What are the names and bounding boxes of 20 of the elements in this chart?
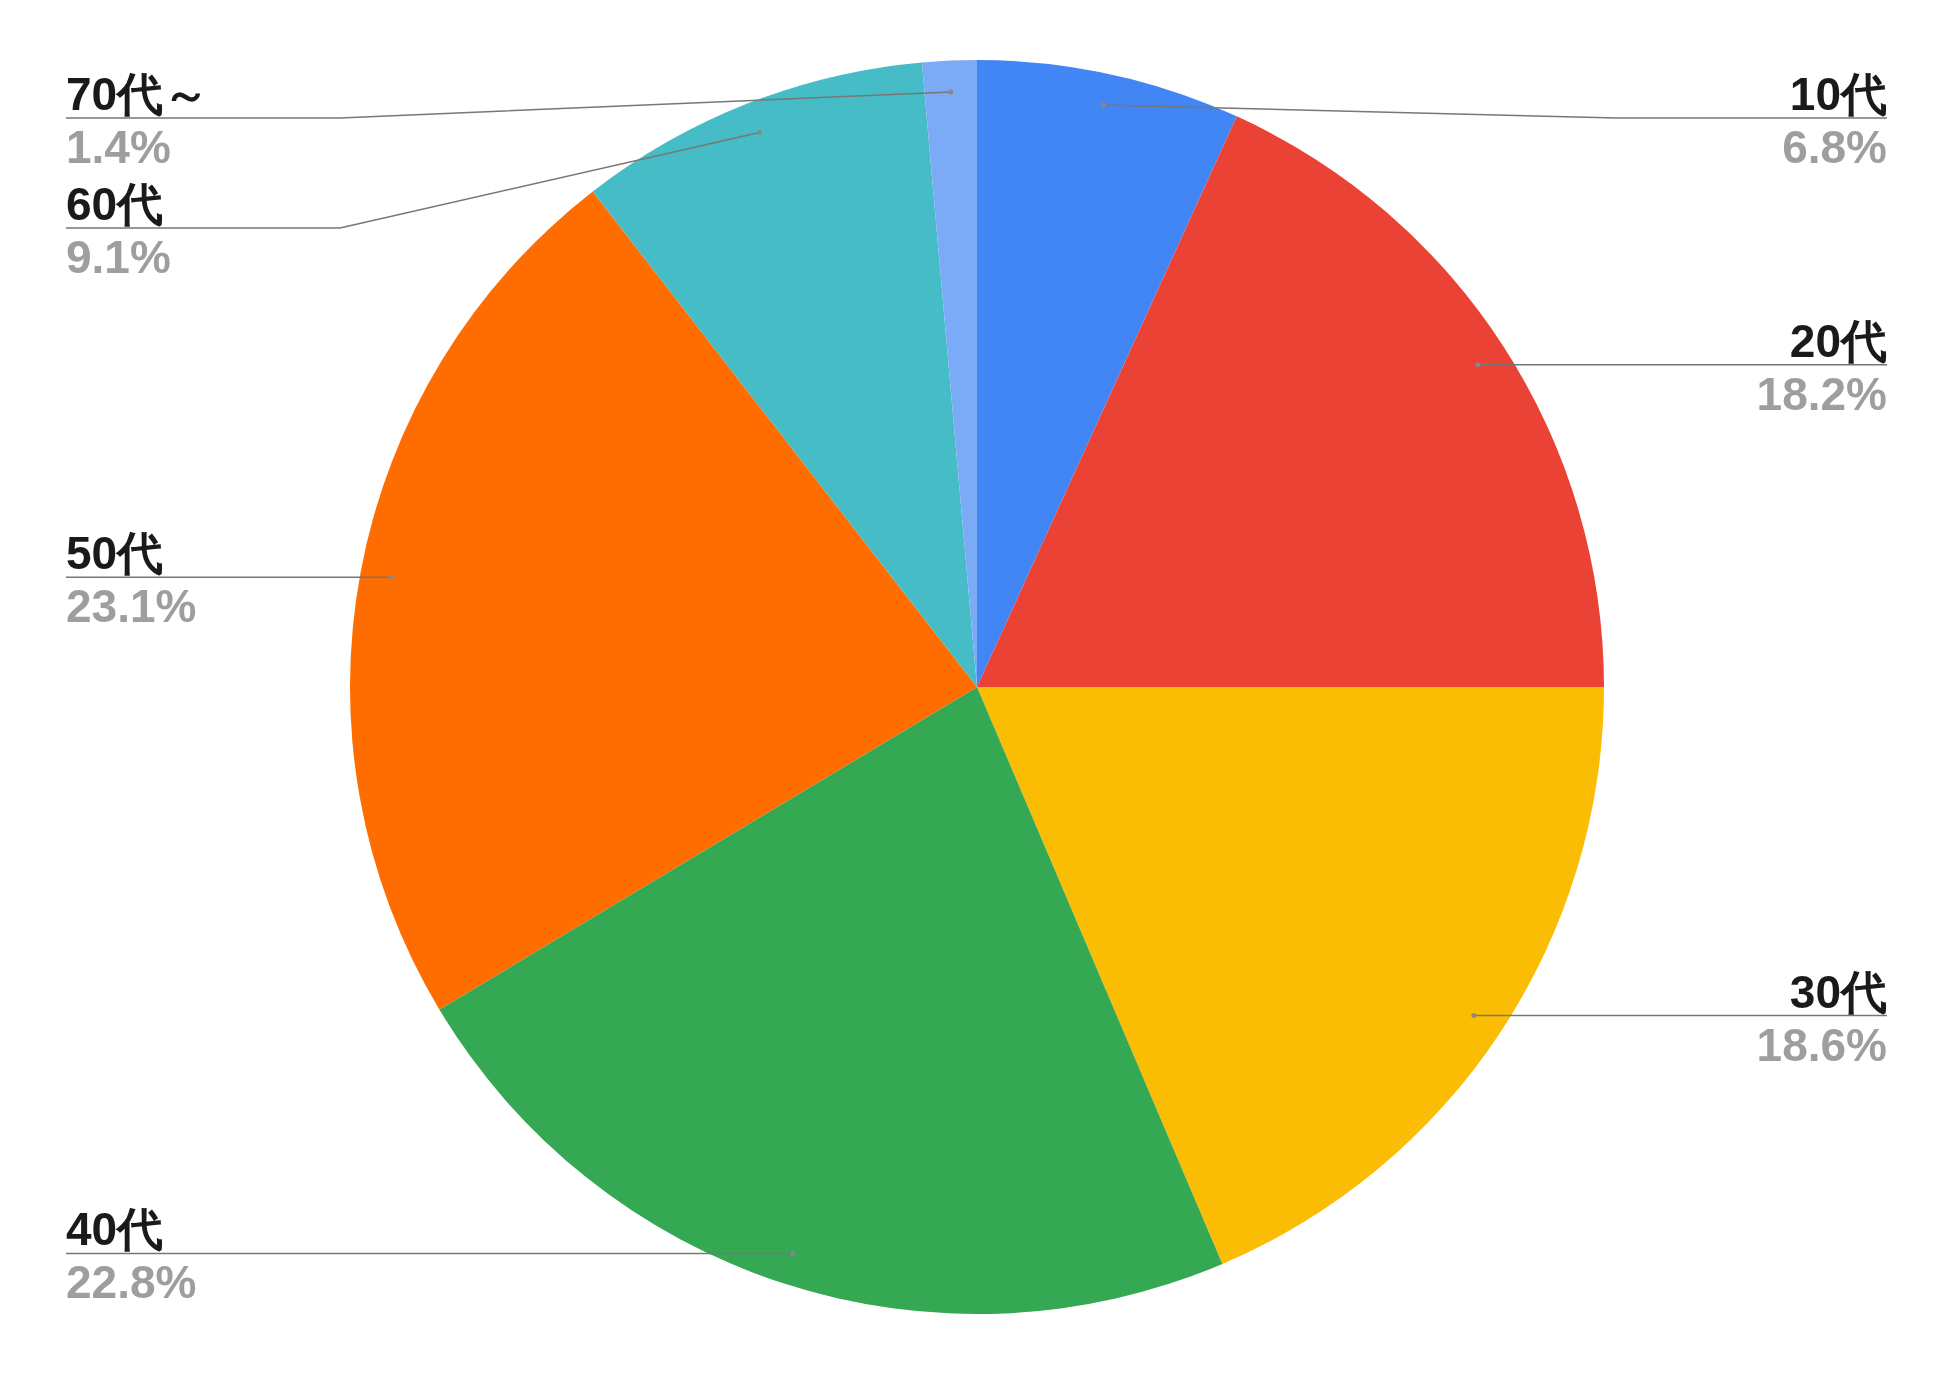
data-label: 18.6% bbox=[1756, 1018, 1887, 1071]
slice-label: 50代 bbox=[66, 527, 164, 580]
slice-label: 30代 bbox=[1789, 965, 1887, 1018]
pie-slice bbox=[439, 687, 1223, 1314]
slice-label: 60代 bbox=[66, 178, 164, 230]
data-label: 18.2% bbox=[1756, 367, 1887, 420]
data-label: 1.4% bbox=[66, 121, 171, 173]
pie-slice bbox=[977, 60, 1237, 687]
pie-slice bbox=[592, 62, 977, 687]
data-label: 23.1% bbox=[66, 580, 197, 633]
slice-label: 70代～ bbox=[66, 68, 210, 120]
slice-label: 40代 bbox=[66, 1203, 164, 1256]
pie-slice bbox=[351, 191, 977, 1010]
pie-slice bbox=[977, 687, 1604, 1264]
slice-label: 20代 bbox=[1789, 314, 1887, 367]
data-label: 9.1% bbox=[66, 231, 171, 283]
data-label: 6.8% bbox=[1782, 121, 1887, 173]
slice-label: 10代 bbox=[1789, 68, 1887, 120]
pie-slice bbox=[977, 116, 1604, 687]
data-label: 22.8% bbox=[66, 1256, 197, 1309]
